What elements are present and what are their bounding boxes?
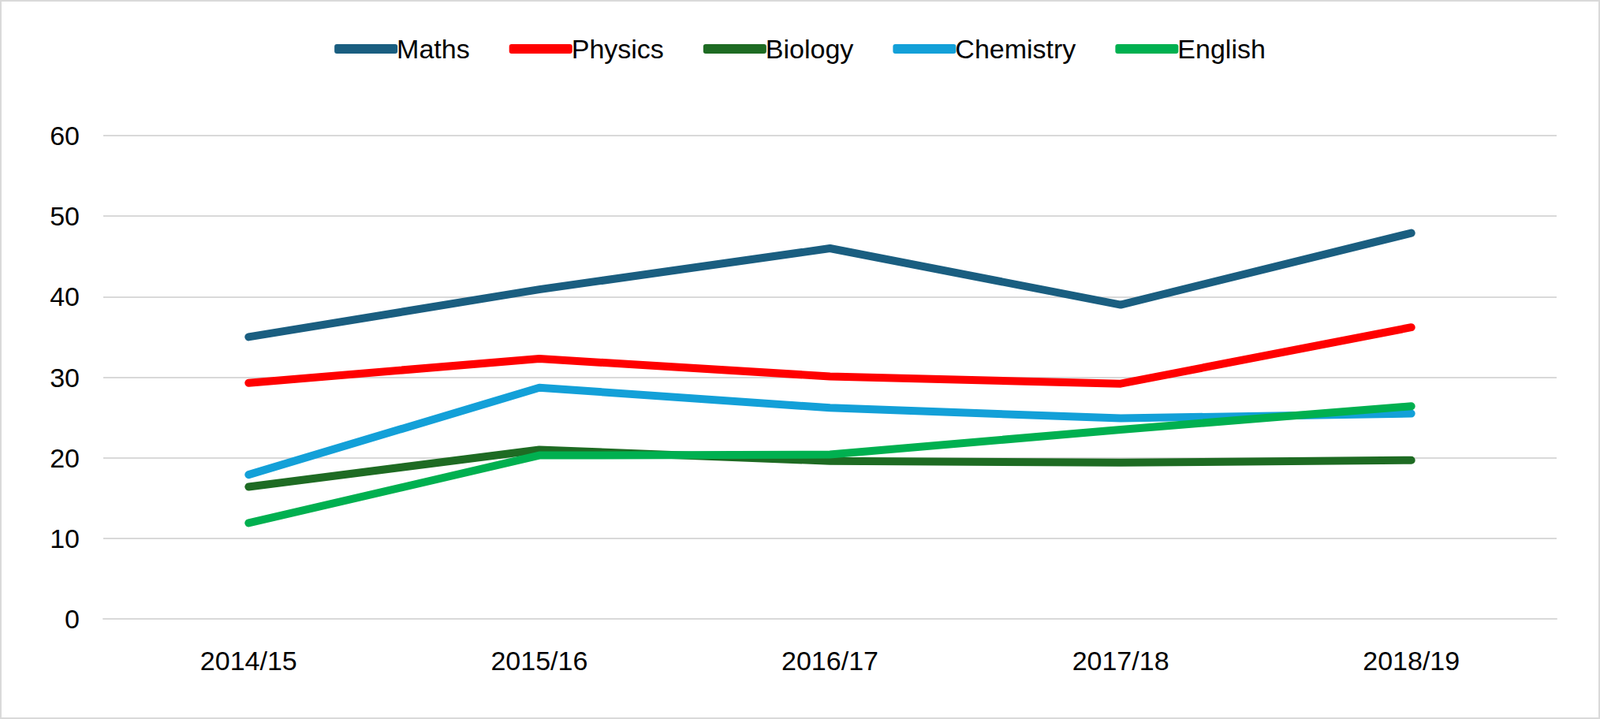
- svg-text:30: 30: [49, 362, 80, 393]
- svg-text:English: English: [1177, 33, 1266, 64]
- svg-text:2014/15: 2014/15: [200, 645, 298, 676]
- svg-text:Maths: Maths: [396, 33, 470, 64]
- svg-text:20: 20: [49, 443, 80, 474]
- svg-text:2015/16: 2015/16: [490, 645, 588, 676]
- svg-text:Physics: Physics: [571, 33, 664, 64]
- svg-text:2018/19: 2018/19: [1362, 645, 1460, 676]
- svg-text:50: 50: [49, 201, 80, 232]
- svg-text:Chemistry: Chemistry: [954, 33, 1076, 64]
- svg-text:60: 60: [49, 120, 80, 151]
- svg-text:10: 10: [49, 523, 80, 554]
- svg-text:0: 0: [64, 604, 80, 635]
- svg-text:40: 40: [49, 281, 80, 312]
- svg-text:2017/18: 2017/18: [1072, 645, 1170, 676]
- svg-text:Biology: Biology: [765, 33, 855, 64]
- svg-text:2016/17: 2016/17: [781, 645, 879, 676]
